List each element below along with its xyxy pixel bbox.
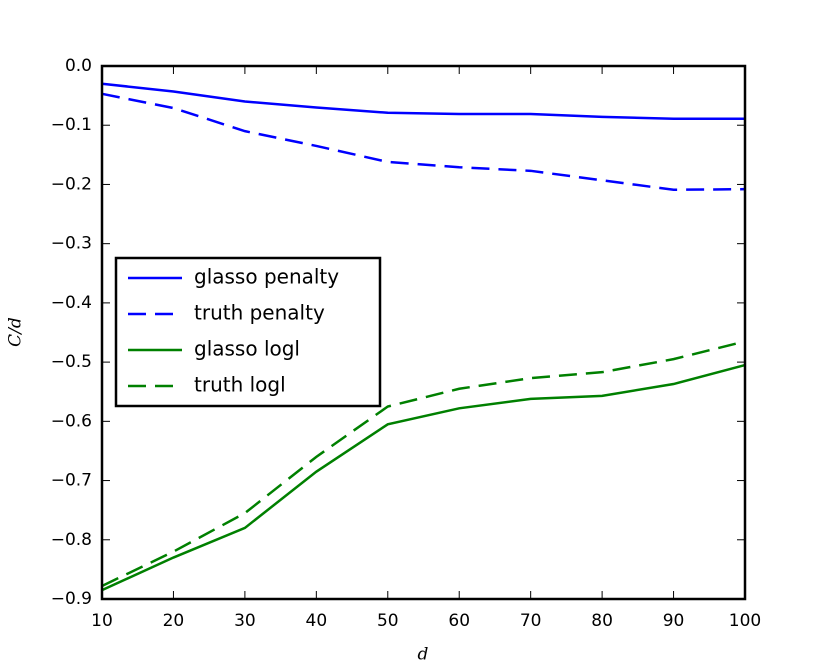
series-line xyxy=(101,82,745,120)
x-tick-label: 70 xyxy=(520,611,542,631)
y-tick-label: −0.4 xyxy=(51,293,92,313)
y-tick-label: −0.5 xyxy=(51,352,92,372)
x-tick-label: 100 xyxy=(729,611,761,631)
legend-label: glasso logl xyxy=(194,337,300,361)
x-tick-label: 50 xyxy=(377,611,399,631)
x-tick-label: 90 xyxy=(663,611,685,631)
y-axis-label: C/d xyxy=(6,317,26,347)
x-tick-label: 10 xyxy=(91,611,113,631)
series-line xyxy=(101,92,746,192)
x-tick-label: 40 xyxy=(306,611,328,631)
series-line xyxy=(101,363,746,592)
legend-label: truth logl xyxy=(194,373,286,397)
y-tick-label: −0.6 xyxy=(51,411,92,431)
x-tick-label: 20 xyxy=(163,611,185,631)
y-tick-label: −0.7 xyxy=(51,471,92,491)
series-line xyxy=(101,340,746,588)
x-tick-label: 30 xyxy=(234,611,256,631)
legend-label: truth penalty xyxy=(194,301,325,325)
y-tick-label: −0.3 xyxy=(51,234,92,254)
y-tick-label: 0.0 xyxy=(65,56,92,76)
legend-label: glasso penalty xyxy=(194,265,339,289)
y-tick-label: −0.2 xyxy=(51,174,92,194)
x-tick-label: 80 xyxy=(591,611,613,631)
x-axis-label: d xyxy=(418,645,429,665)
plot-frame xyxy=(100,64,747,601)
y-tick-label: −0.1 xyxy=(51,115,92,135)
x-tick-label: 60 xyxy=(448,611,470,631)
y-tick-label: −0.8 xyxy=(51,530,92,550)
legend-box xyxy=(114,256,382,408)
y-tick-label: −0.9 xyxy=(51,589,92,609)
